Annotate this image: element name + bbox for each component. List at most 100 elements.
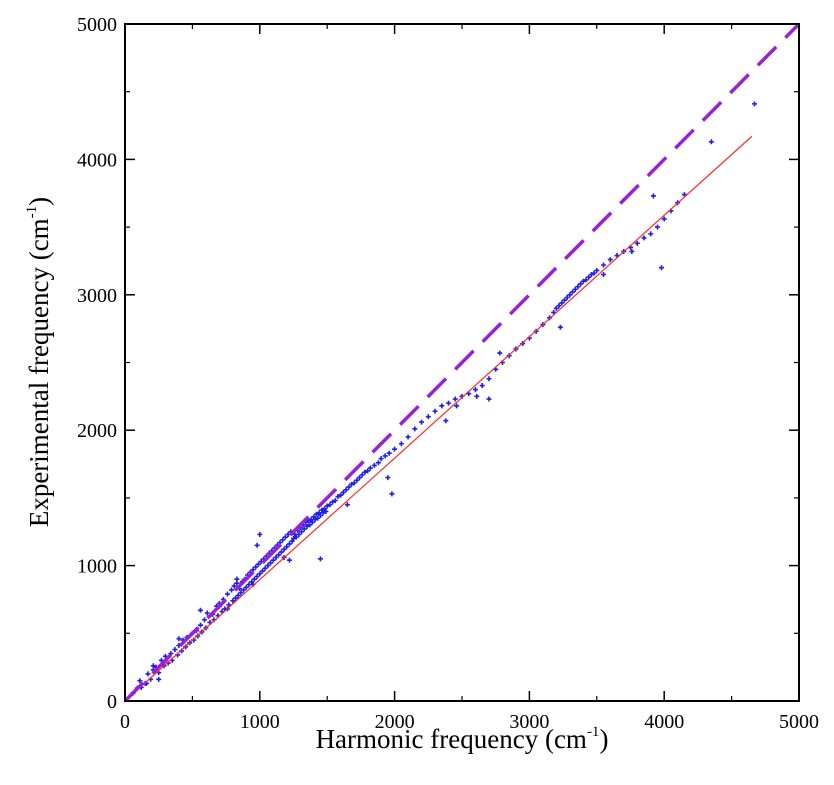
data-point: [322, 506, 328, 512]
data-point: [320, 510, 326, 516]
data-point: [580, 278, 586, 284]
data-point: [348, 481, 354, 487]
data-point: [280, 537, 286, 543]
data-point: [708, 139, 714, 145]
data-point: [250, 567, 256, 573]
data-point: [231, 583, 237, 589]
data-point: [385, 475, 391, 481]
data-point: [648, 231, 654, 237]
y-tick-label: 1000: [77, 556, 117, 578]
data-point: [137, 678, 143, 684]
data-point: [572, 286, 578, 292]
data-point: [301, 526, 307, 532]
data-point: [392, 446, 398, 452]
data-point: [561, 297, 567, 303]
data-point: [241, 587, 247, 593]
ticks-layer: 0 1000 2000 3000 4000 5000 0 1000 2000 3000 4000 50…: [77, 14, 819, 733]
data-point: [629, 248, 635, 254]
data-point: [601, 262, 607, 268]
data-point: [278, 549, 284, 555]
data-point: [578, 281, 584, 287]
data-point: [432, 408, 438, 414]
data-point: [243, 584, 249, 590]
data-point: [575, 284, 581, 290]
data-point: [486, 396, 492, 402]
x-axis-title-sup: -1: [587, 724, 600, 740]
data-point: [681, 192, 687, 198]
data-point: [594, 267, 600, 273]
y-axis-title-close: ): [24, 197, 54, 206]
plot-layer: [123, 22, 801, 703]
data-point: [304, 523, 310, 529]
data-point: [270, 557, 276, 563]
data-point: [281, 546, 287, 552]
data-point: [446, 400, 452, 406]
data-point: [330, 499, 336, 505]
data-point: [452, 396, 458, 402]
data-point: [340, 489, 346, 495]
data-point: [257, 531, 263, 537]
data-point: [354, 477, 360, 483]
data-point: [228, 587, 234, 593]
data-point: [327, 502, 333, 508]
data-point: [324, 503, 330, 509]
data-point: [371, 462, 377, 468]
data-point: [291, 536, 296, 542]
data-point: [454, 403, 460, 409]
y-tick-label: 3000: [77, 285, 117, 307]
data-point: [265, 563, 271, 569]
data-point: [346, 484, 352, 490]
data-point: [375, 460, 381, 466]
x-tick-label: 1000: [240, 711, 280, 733]
data-point: [296, 531, 302, 537]
data-point: [176, 636, 182, 642]
x-tick-label: 4000: [644, 711, 684, 733]
data-point: [286, 557, 292, 563]
data-point: [601, 271, 607, 277]
data-point: [497, 350, 503, 356]
data-point: [365, 468, 371, 474]
data-point: [172, 647, 178, 653]
data-point: [276, 552, 282, 558]
x-tick-label: 2000: [375, 711, 415, 733]
data-point: [254, 542, 260, 548]
x-axis-title-close: ): [599, 724, 608, 754]
data-point: [293, 534, 299, 540]
y-axis-title-main: Experimental frequency (cm: [24, 218, 54, 527]
data-point: [439, 403, 445, 409]
x-axis-title: Harmonic frequency (cm-1): [316, 724, 609, 754]
data-point: [650, 193, 656, 199]
data-point: [197, 607, 203, 613]
data-point: [284, 544, 290, 550]
data-point: [570, 289, 576, 295]
data-point: [311, 514, 317, 520]
data-point: [286, 541, 292, 547]
identity-line: [123, 22, 801, 703]
data-point: [479, 383, 485, 389]
y-axis-title: Experimental frequency (cm-1): [24, 197, 54, 527]
data-point: [344, 502, 350, 508]
data-point: [474, 393, 480, 399]
y-tick-label: 5000: [77, 14, 117, 36]
data-point: [382, 453, 388, 459]
data-point: [233, 595, 239, 601]
y-tick-label: 2000: [77, 420, 117, 442]
data-point: [386, 450, 392, 456]
data-point: [362, 469, 368, 475]
data-point: [317, 513, 323, 519]
data-point: [378, 456, 384, 462]
data-point: [299, 529, 305, 535]
data-point: [338, 492, 344, 498]
data-point: [367, 465, 373, 471]
data-point: [289, 538, 295, 544]
fit-line: [124, 135, 753, 702]
data-point: [145, 671, 151, 677]
data-point: [197, 622, 203, 628]
data-point: [307, 522, 313, 528]
data-point: [156, 676, 162, 682]
data-point: [425, 414, 431, 420]
y-tick-label: 4000: [77, 149, 117, 171]
data-point: [359, 472, 365, 478]
data-point: [312, 517, 318, 523]
data-point: [230, 598, 236, 604]
